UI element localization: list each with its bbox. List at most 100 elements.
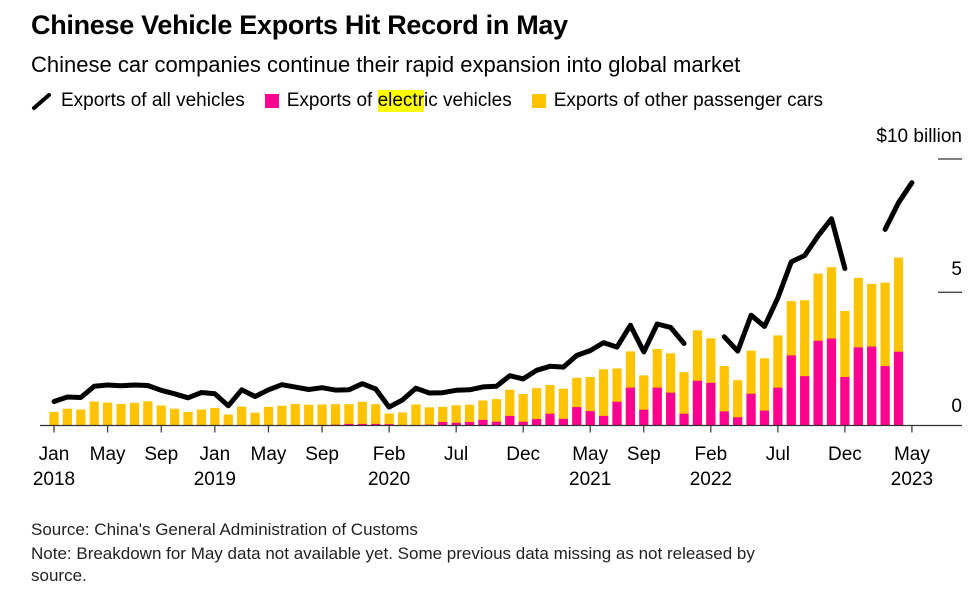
bar-other-passenger [357, 401, 367, 426]
bar-electric [746, 393, 756, 426]
bar-other-passenger [250, 412, 260, 426]
bar-other-passenger [505, 389, 515, 426]
bar-other-passenger [223, 414, 233, 426]
bar-electric [826, 338, 837, 426]
x-tick-label: Sep [287, 442, 357, 467]
bar-electric [451, 422, 461, 426]
line-all-vehicles [721, 216, 848, 354]
bar-other-passenger [330, 404, 341, 426]
note-text: Note: Breakdown for May data not availab… [31, 544, 755, 563]
bar-other-passenger [317, 404, 327, 426]
bar-electric [813, 340, 823, 426]
chart-title: Chinese Vehicle Exports Hit Record in Ma… [31, 10, 568, 40]
bar-other-passenger [733, 380, 743, 426]
bar-other-passenger [639, 375, 649, 426]
bar-electric [800, 376, 810, 426]
bar-other-passenger [773, 335, 783, 426]
bar-electric [371, 423, 381, 426]
bar-other-passenger [652, 349, 662, 426]
bar-other-passenger [759, 358, 770, 426]
bar-electric [719, 411, 729, 426]
bar-other-passenger [411, 404, 421, 426]
bar-electric [692, 380, 703, 426]
x-tick-label: May 2021 [555, 442, 625, 492]
bar-electric [893, 351, 904, 426]
bar-electric [666, 392, 676, 426]
bar-electric [545, 413, 555, 426]
bar-other-passenger [706, 338, 716, 426]
bar-other-passenger [384, 413, 394, 426]
bar-other-passenger [62, 408, 73, 426]
bar-other-passenger [424, 407, 434, 426]
legend-label-other: Exports of other passenger cars [553, 90, 824, 111]
bar-electric [786, 355, 796, 426]
bar-other-passenger [518, 394, 528, 426]
x-tick-year: 2018 [32, 469, 76, 490]
other-swatch-icon [531, 94, 546, 108]
x-tick-month: Jul [765, 444, 790, 465]
note-text-cont: source. [31, 566, 87, 585]
bar-electric [357, 423, 367, 426]
bar-other-passenger [156, 405, 166, 426]
bar-other-passenger [679, 372, 689, 426]
legend: Exports of all vehicles Exports of elect… [31, 90, 843, 112]
bar-electric [612, 401, 622, 426]
bar-other-passenger [531, 388, 542, 426]
legend-item-all: Exports of all vehicles [31, 90, 245, 112]
x-tick-month: Dec [506, 444, 541, 465]
bar-electric [599, 415, 609, 426]
bar-other-passenger [76, 409, 86, 426]
x-tick-month: Jan [38, 444, 70, 465]
bar-other-passenger [196, 409, 207, 426]
x-tick-label: Jul [743, 442, 813, 467]
line-all-vehicles [882, 180, 915, 232]
bar-electric [518, 421, 528, 426]
x-tick-year: 2021 [569, 469, 612, 490]
bar-electric [464, 422, 475, 426]
bar-other-passenger [183, 411, 193, 426]
bar-other-passenger [451, 405, 461, 426]
x-tick-month: Jan [199, 444, 231, 465]
ev-swatch-icon [264, 94, 279, 108]
x-tick-label: May 2023 [877, 442, 947, 492]
bar-other-passenger [800, 300, 810, 426]
legend-label-ev-pre: Exports of [286, 90, 378, 111]
bar-electric [491, 421, 501, 426]
bar-electric [853, 347, 863, 426]
x-tick-month: May [250, 444, 287, 465]
bar-other-passenger [880, 282, 890, 426]
x-tick-month: Dec [827, 444, 862, 465]
bar-electric [639, 409, 649, 426]
x-tick-label: Dec [810, 442, 880, 467]
x-tick-year: 2019 [193, 469, 236, 490]
bar-other-passenger [840, 310, 850, 426]
bar-electric [652, 387, 662, 426]
bar-electric [585, 411, 595, 426]
bar-electric [478, 419, 488, 426]
bar-other-passenger [464, 404, 475, 426]
x-tick-year: 2023 [890, 469, 934, 490]
bar-other-passenger [893, 257, 904, 426]
x-tick-month: Feb [372, 444, 406, 465]
bar-other-passenger [719, 366, 729, 426]
x-tick-label: Jul [421, 442, 491, 467]
bar-other-passenger [478, 400, 488, 426]
chart-subtitle: Chinese car companies continue their rap… [31, 52, 741, 77]
bar-electric [867, 346, 877, 426]
bar-other-passenger [692, 330, 703, 426]
bar-electric [558, 418, 568, 426]
x-tick-month: Sep [144, 444, 179, 465]
bar-electric [880, 366, 890, 426]
x-tick-month: Sep [305, 444, 339, 465]
bar-other-passenger [599, 369, 609, 426]
bar-other-passenger [290, 403, 300, 426]
bar-other-passenger [49, 411, 59, 426]
source-text: Source: China's General Administration o… [31, 520, 418, 539]
bar-other-passenger [263, 406, 274, 426]
x-tick-label: Feb 2022 [676, 442, 746, 492]
legend-label-all: Exports of all vehicles [61, 90, 245, 111]
bar-other-passenger [210, 407, 220, 426]
bar-electric [572, 407, 582, 426]
